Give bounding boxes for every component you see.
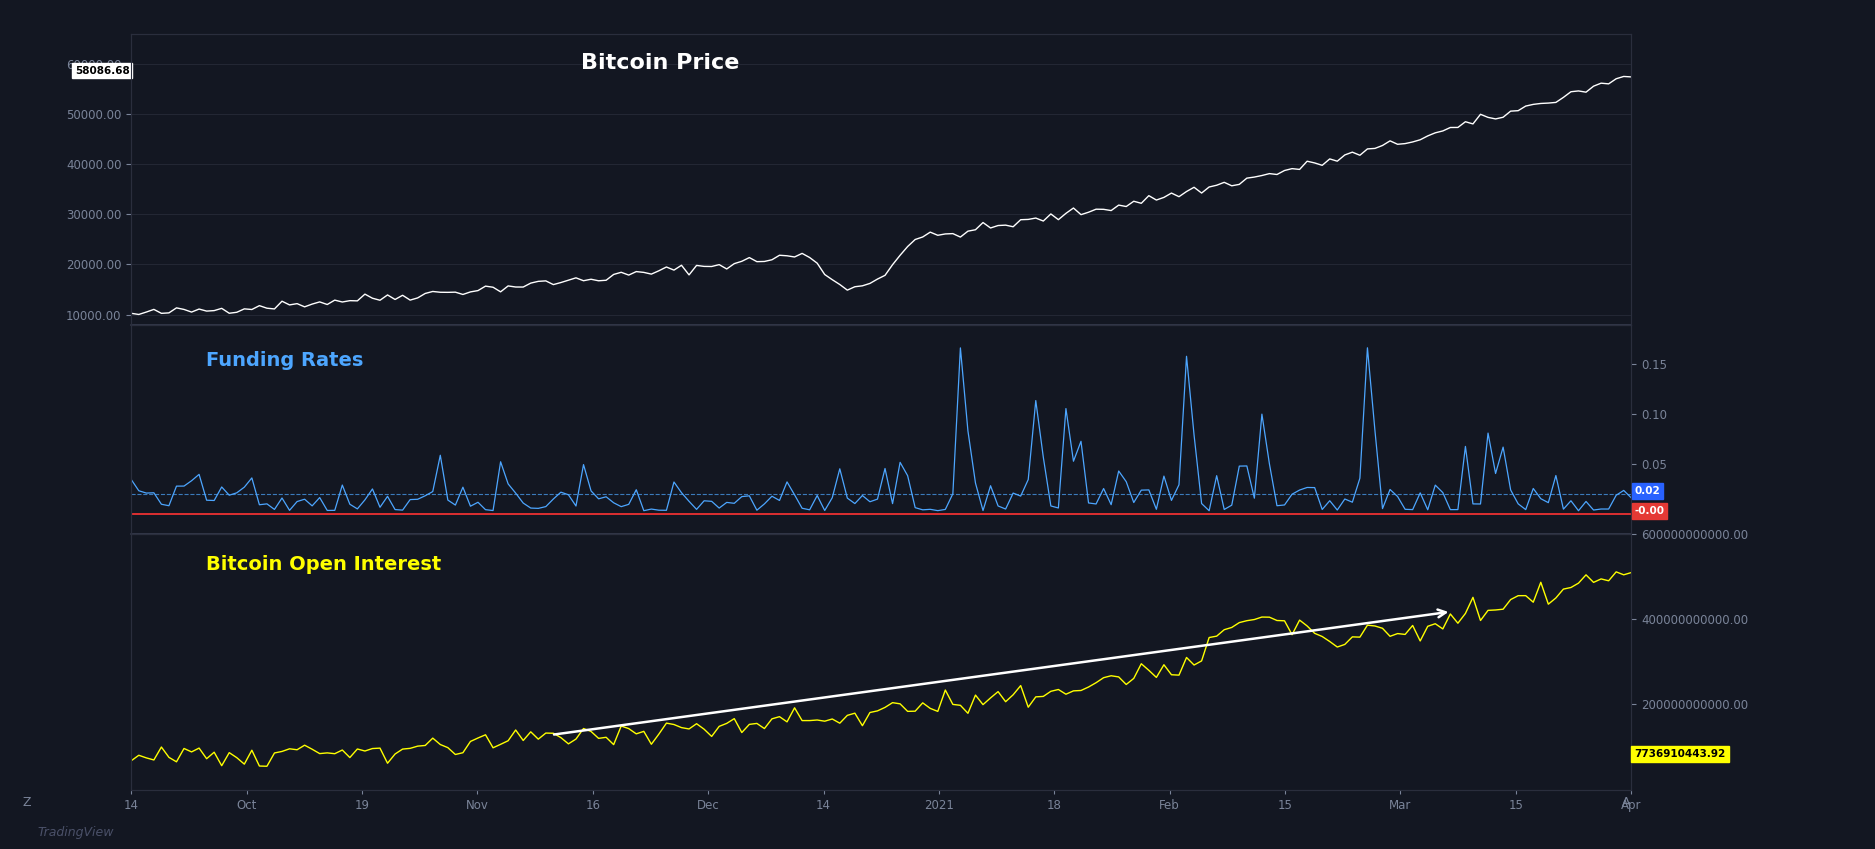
Text: Funding Rates: Funding Rates — [206, 351, 364, 370]
Text: 0.02: 0.02 — [1635, 486, 1659, 496]
Text: 7736910443.92: 7736910443.92 — [1635, 749, 1725, 759]
Text: 58086.68: 58086.68 — [75, 65, 129, 76]
Text: TradingView: TradingView — [38, 826, 114, 840]
Text: Z: Z — [22, 796, 32, 809]
Text: Bitcoin Price: Bitcoin Price — [581, 53, 739, 73]
Text: A: A — [1622, 796, 1631, 809]
Text: Bitcoin Open Interest: Bitcoin Open Interest — [206, 554, 441, 574]
Text: -0.00: -0.00 — [1635, 506, 1665, 516]
